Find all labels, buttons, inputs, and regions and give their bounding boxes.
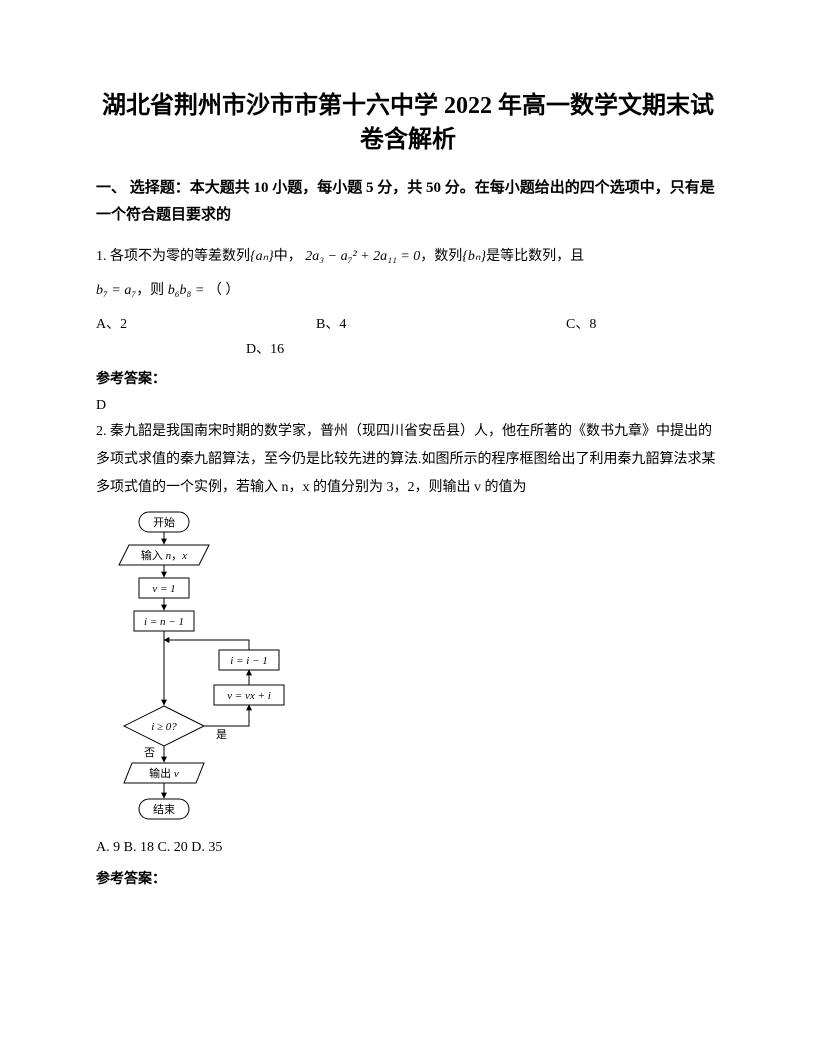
fc-out: 输出 v <box>149 766 179 780</box>
flowchart: 开始 输入 n，x v = 1 i = n − 1 i = i − 1 v = … <box>104 510 720 830</box>
q1-seq-bn: {bₙ} <box>462 243 486 271</box>
fc-end: 结束 <box>153 803 175 816</box>
question-1-line2: b₇ = a₇，则 b₆b₈ = （ ） <box>96 277 720 305</box>
fc-ii1: i = i − 1 <box>230 655 267 667</box>
q1-mid3: 是等比数列，且 <box>486 249 584 264</box>
q1-mid1: 中， <box>274 249 302 264</box>
fc-vxi: v = vx + i <box>227 690 271 702</box>
fc-start: 开始 <box>153 515 175 529</box>
q1-answer-label: 参考答案： <box>96 368 720 388</box>
fc-yes: 是 <box>216 728 227 741</box>
q2-answer-label: 参考答案： <box>96 868 720 888</box>
fc-no: 否 <box>144 747 155 759</box>
q1-opt-d: D、16 <box>96 337 720 362</box>
q1-b7a7: b₇ = a₇ <box>96 277 136 305</box>
q1-b6b8: b₆b₈ = <box>168 277 205 305</box>
q2-options: A. 9 B. 18 C. 20 D. 35 <box>96 834 720 862</box>
question-1: 1. 各项不为零的等差数列{aₙ}中， 2a₃ − a₇² + 2a₁₁ = 0… <box>96 243 720 271</box>
fc-v1: v = 1 <box>152 583 175 595</box>
q1-l2b: ，则 <box>136 284 164 299</box>
page: 湖北省荆州市沙市市第十六中学 2022 年高一数学文期末试卷含解析 一、 选择题… <box>0 0 816 934</box>
q1-mid2: ，数列 <box>420 249 462 264</box>
fc-input: 输入 n，x <box>141 548 187 562</box>
question-2: 2. 秦九韶是我国南宋时期的数学家，普州（现四川省安岳县）人，他在所著的《数书九… <box>96 418 720 502</box>
doc-title: 湖北省荆州市沙市市第十六中学 2022 年高一数学文期末试卷含解析 <box>96 90 720 157</box>
q1-seq-an: {aₙ} <box>250 243 274 271</box>
fc-cond: i ≥ 0? <box>151 721 177 733</box>
q1-formula: 2a₃ − a₇² + 2a₁₁ = 0 <box>305 243 420 271</box>
q1-opt-b: B、4 <box>316 312 566 337</box>
fc-in1: i = n − 1 <box>144 616 184 628</box>
q1-opt-a: A、2 <box>96 312 316 337</box>
q1-paren: （ ） <box>208 284 240 299</box>
q1-options: A、2 B、4 C、8 D、16 <box>96 312 720 362</box>
q1-answer: D <box>96 398 720 414</box>
q1-pre: 1. 各项不为零的等差数列 <box>96 249 250 264</box>
section-1-heading: 一、 选择题：本大题共 10 小题，每小题 5 分，共 50 分。在每小题给出的… <box>96 175 720 229</box>
q1-opt-c: C、8 <box>566 312 686 337</box>
